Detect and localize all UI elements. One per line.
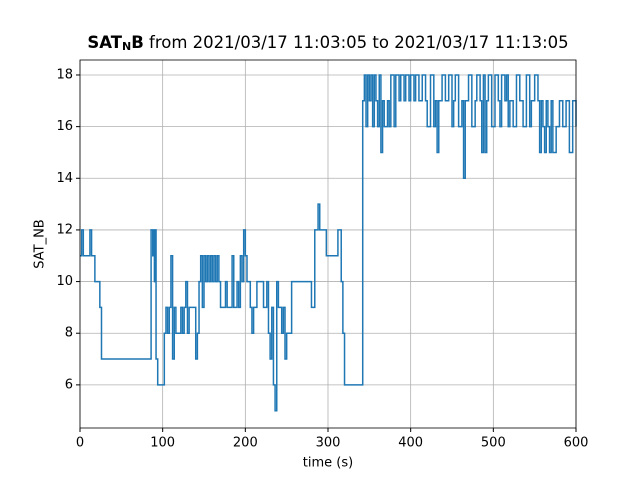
data-line (80, 74, 577, 412)
x-tick-label: 600 (564, 436, 589, 451)
y-tick-label: 8 (65, 326, 73, 341)
plot-frame (79, 59, 577, 429)
x-tick-label: 0 (76, 436, 84, 451)
y-tick-label: 14 (56, 171, 73, 186)
title-rest: from 2021/03/17 11:03:05 to 2021/03/17 1… (144, 33, 569, 52)
x-tick-label: 100 (150, 436, 175, 451)
y-tick-label: 6 (65, 377, 73, 392)
title-bold-end: B (131, 33, 144, 52)
y-axis-label: SAT_NB (33, 219, 48, 268)
x-axis-label: time (s) (303, 456, 353, 471)
y-tick-label: 10 (56, 274, 73, 289)
x-tick-label: 500 (481, 436, 506, 451)
y-tick-label: 16 (56, 119, 73, 134)
y-tick-label: 18 (56, 67, 73, 82)
title-subscript: N (122, 40, 131, 53)
y-tick-label: 12 (56, 222, 73, 237)
x-tick-label: 400 (398, 436, 423, 451)
chart-title: SATNB from 2021/03/17 11:03:05 to 2021/0… (87, 33, 568, 54)
title-bold: SAT (87, 33, 122, 52)
x-tick-label: 300 (316, 436, 341, 451)
x-tick-label: 200 (233, 436, 258, 451)
